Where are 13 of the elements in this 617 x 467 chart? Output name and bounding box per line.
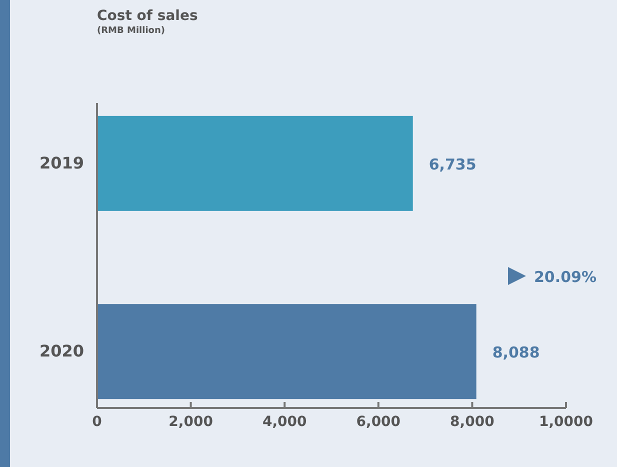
chart-subtitle: (RMB Million)	[97, 26, 165, 36]
x-tick-label: 6,000	[356, 414, 401, 430]
y-tick-label: 2019	[39, 154, 84, 173]
x-tick-label: 8,000	[450, 414, 495, 430]
data-label: 6,735	[428, 155, 476, 174]
x-tick-label: 2,000	[168, 414, 214, 430]
x-tick-label: 4,000	[262, 414, 307, 430]
chart-title: Cost of sales	[97, 8, 198, 24]
y-tick-label: 2020	[39, 342, 84, 361]
x-tick-label: 0	[92, 414, 102, 430]
x-tick-label: 1,0000	[538, 414, 594, 430]
data-label: 8,088	[492, 344, 540, 362]
annotation: 20.09%	[534, 268, 596, 286]
